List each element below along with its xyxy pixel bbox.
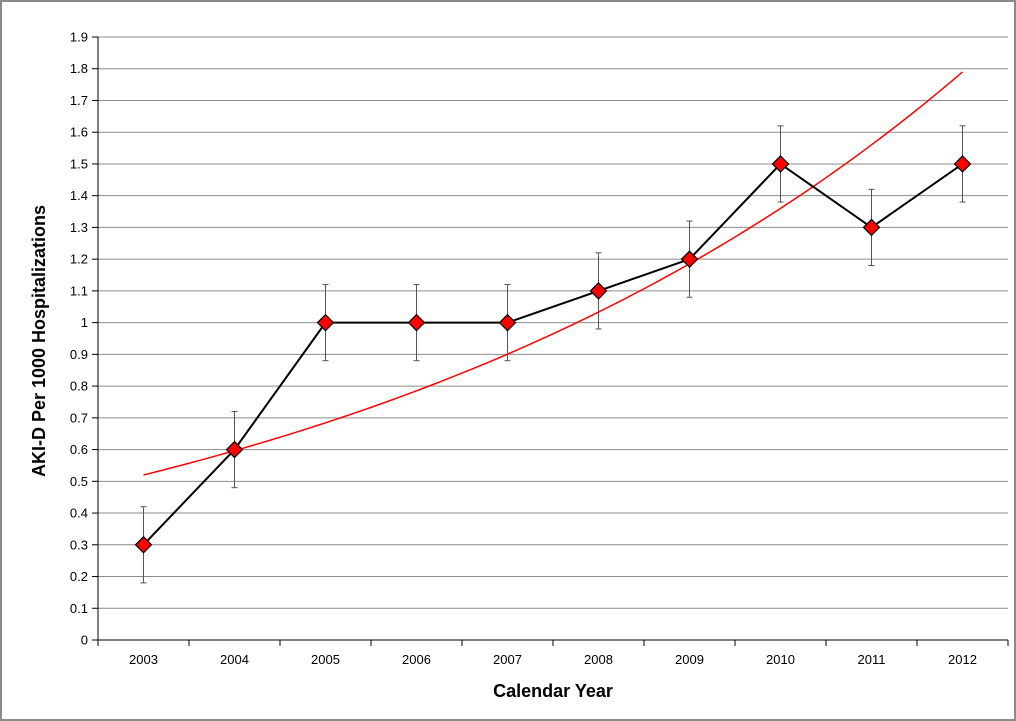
gridlines [98,36,1008,609]
data-point [589,282,608,300]
data-point [953,155,972,173]
y-tick-label: 0.4 [70,506,88,521]
y-tick-label: 0.7 [70,410,88,425]
x-tick-label: 2011 [858,652,886,667]
y-axis-title: AKI-D Per 1000 Hospitalizations [29,205,49,477]
y-tick-label: 1 [81,315,88,330]
x-tick-label: 2003 [129,652,158,667]
y-tick-label: 0.3 [70,537,88,552]
y-tick-labels: 0 0.1 0.2 0.3 0.4 0.5 0.6 0.7 0.8 0.9 1 1.1 1.2 1.3 1.… [70,30,88,648]
x-tick-label: 2006 [402,652,431,667]
data-point [316,313,335,332]
axes [92,36,1009,646]
data-point [498,313,517,332]
y-tick-label: 0.8 [70,379,88,394]
series-line [142,162,964,546]
y-tick-label: 1.5 [70,156,88,171]
y-tick-label: 1.9 [70,30,88,45]
data-point [225,440,244,459]
data-point [407,313,426,332]
x-tick-label: 2004 [220,652,249,667]
x-tick-label: 2007 [493,652,522,667]
x-tick-label: 2012 [948,652,977,667]
y-tick-label: 1.1 [70,283,88,298]
data-point [862,218,881,237]
x-tick-label: 2010 [766,652,795,667]
y-tick-label: 0.9 [70,347,88,362]
data-point [680,250,699,269]
data-point [134,535,153,554]
trend-line [143,71,963,476]
y-tick-label: 1.7 [70,93,88,108]
x-tick-label: 2009 [675,652,704,667]
x-tick-label: 2008 [584,652,613,667]
y-tick-label: 1.3 [70,220,88,235]
y-tick-label: 1.8 [70,61,88,76]
y-tick-label: 0.2 [70,569,88,584]
y-tick-label: 1.6 [70,125,88,140]
y-tick-label: 0.6 [70,442,88,457]
series-lines [142,71,964,546]
data-markers [134,155,972,554]
y-tick-label: 0.5 [70,474,88,489]
x-tick-labels: 2003 2004 2005 2006 2007 2008 2009 2010 2011 2012 [129,652,977,667]
y-tick-label: 1.2 [70,252,88,267]
x-tick-label: 2005 [311,652,340,667]
y-tick-label: 0.1 [70,601,88,616]
data-point [771,155,790,173]
y-tick-label: 0 [81,633,88,648]
y-tick-label: 1.4 [70,188,88,203]
x-axis-title: Calendar Year [493,681,613,701]
